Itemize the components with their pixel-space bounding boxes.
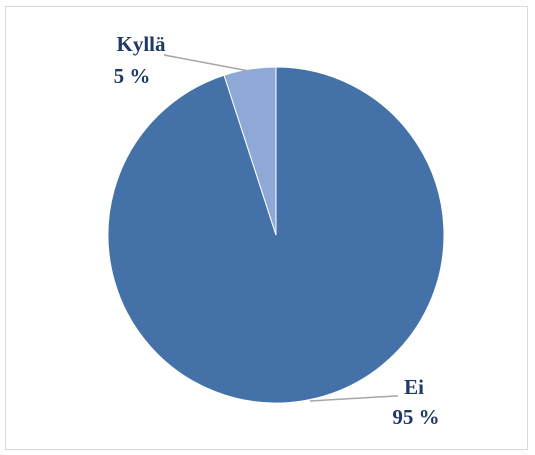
label-ei-category: Ei [404,375,424,399]
leader-lines [163,54,398,402]
label-kylla-category: Kyllä [116,32,166,56]
pie-slice-kyll- [223,66,277,236]
label-kylla-value: 5 % [114,64,151,88]
label-ei-value: 95 % [392,405,439,429]
pie-slices [107,66,445,404]
leader-line-kylla [163,54,250,72]
leader-line-ei [309,395,398,402]
